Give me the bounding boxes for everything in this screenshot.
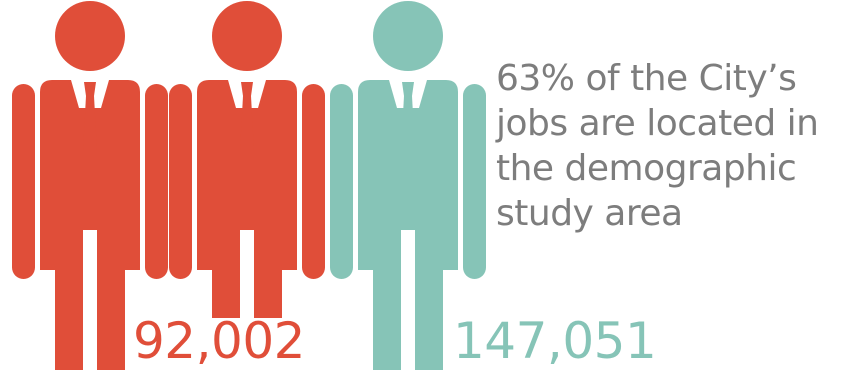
person-in-suit-icon bbox=[169, 1, 325, 370]
stat-left-backing bbox=[130, 318, 308, 372]
stat-value-left: 92,002 bbox=[133, 312, 305, 370]
person-in-suit-icon bbox=[12, 1, 168, 370]
caption-text: 63% of the City’s jobs are located in th… bbox=[496, 58, 819, 234]
stat-value-right: 147,051 bbox=[453, 312, 657, 370]
person-in-suit-icon bbox=[330, 1, 486, 370]
stat-right-backing bbox=[452, 318, 666, 372]
